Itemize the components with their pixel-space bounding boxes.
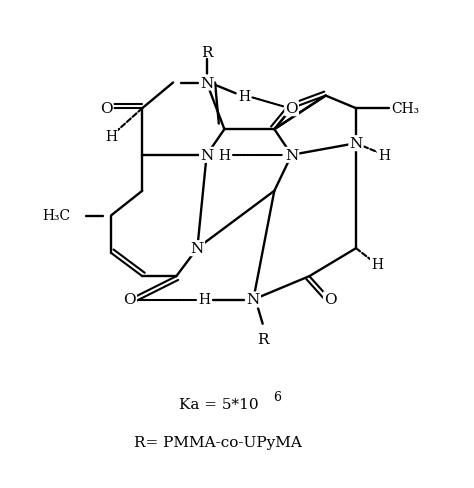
Text: R: R xyxy=(201,46,212,60)
Text: N: N xyxy=(200,148,213,163)
Text: 6: 6 xyxy=(273,390,282,403)
Text: H₃C: H₃C xyxy=(42,209,71,223)
Text: Ka = 5*10: Ka = 5*10 xyxy=(179,398,258,412)
Text: O: O xyxy=(324,293,337,307)
Text: H: H xyxy=(371,258,383,272)
Text: H: H xyxy=(219,148,230,163)
Text: N: N xyxy=(246,293,260,307)
Text: N: N xyxy=(191,242,204,256)
Text: O: O xyxy=(100,102,113,116)
Text: H: H xyxy=(238,89,250,103)
Text: O: O xyxy=(123,293,136,307)
Text: O: O xyxy=(285,102,298,116)
Text: N: N xyxy=(349,137,363,151)
Text: R: R xyxy=(257,332,268,346)
Text: R= PMMA-co-UPyMA: R= PMMA-co-UPyMA xyxy=(135,435,302,449)
Text: N: N xyxy=(285,148,298,163)
Text: CH₃: CH₃ xyxy=(391,102,419,116)
Text: N: N xyxy=(200,76,213,90)
Text: H: H xyxy=(378,148,390,163)
Text: H: H xyxy=(198,293,210,307)
Text: H: H xyxy=(105,130,117,144)
